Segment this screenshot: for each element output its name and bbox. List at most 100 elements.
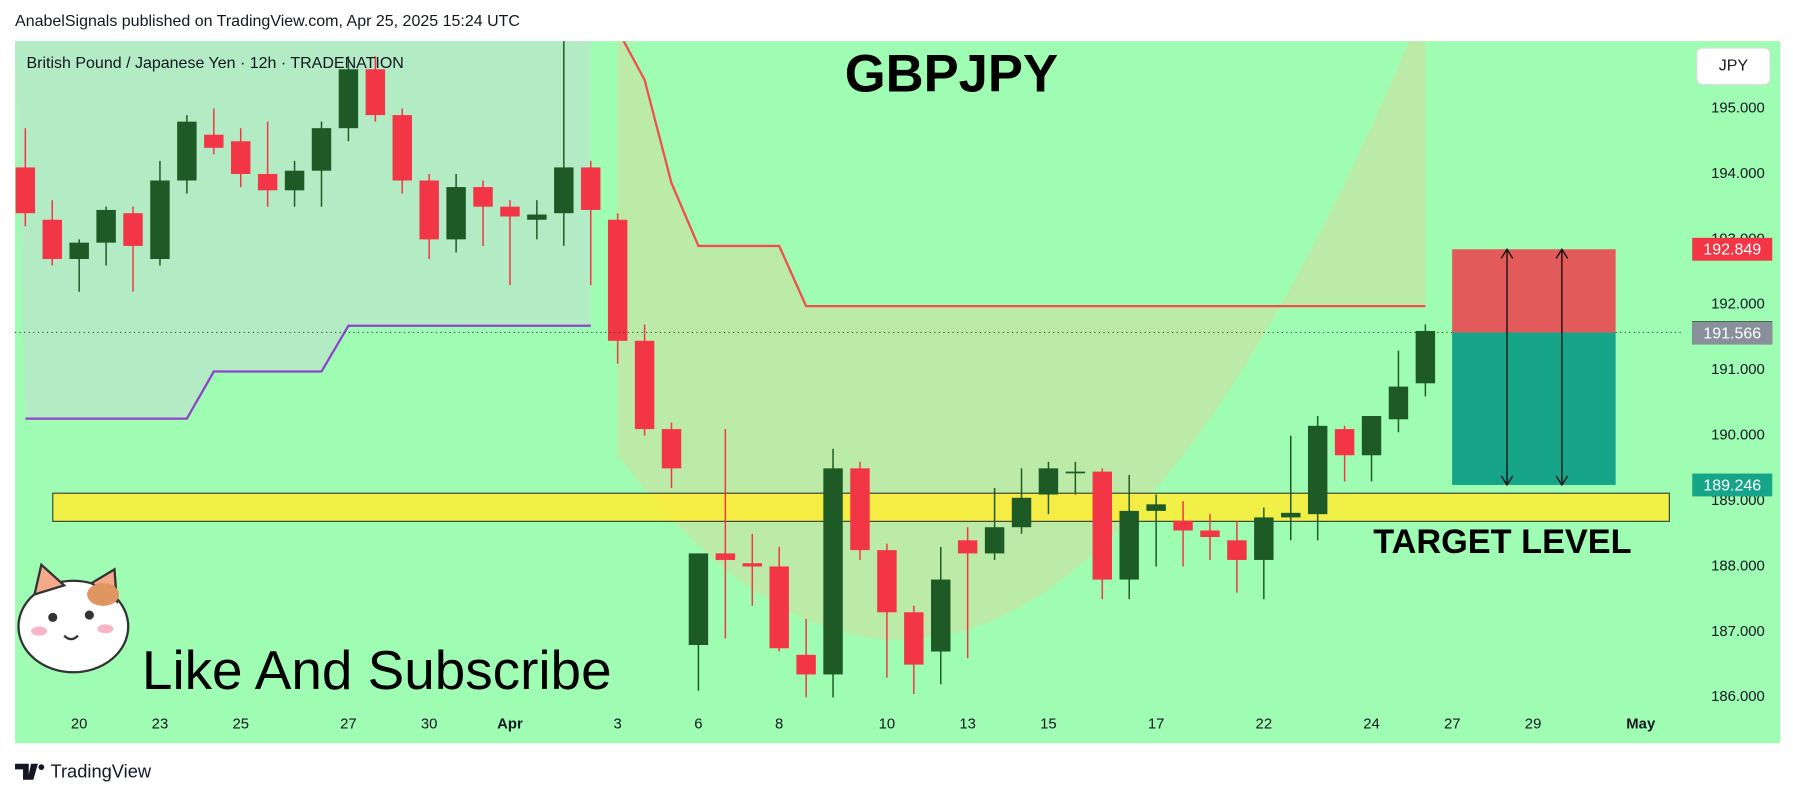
- candle-body: [1307, 425, 1328, 515]
- candle-body: [96, 209, 116, 243]
- y-tick-label: 187.000: [1711, 624, 1765, 640]
- cat-sticker: [17, 562, 130, 674]
- y-tick-label: 186.000: [1711, 689, 1765, 705]
- candle-body: [957, 540, 978, 554]
- x-tick-label: 23: [152, 717, 169, 733]
- candle-body: [1011, 497, 1032, 528]
- footer: TradingView: [50, 761, 151, 782]
- candle-body: [392, 115, 412, 181]
- tv-logo: [15, 763, 45, 780]
- candle-body: [796, 654, 816, 675]
- candle-body: [688, 553, 709, 645]
- overlay: 186.000 187.000 188.000 189.000 190.000 191.0…: [71, 100, 1773, 733]
- candle-body: [500, 206, 520, 217]
- currency: JPY: [1719, 58, 1749, 75]
- candle-body: [661, 429, 682, 469]
- candle-body: [1334, 429, 1355, 456]
- candle-body: [419, 180, 439, 240]
- candle-body: [904, 612, 924, 665]
- candle-body: [715, 553, 736, 560]
- x-tick-label: 22: [1256, 717, 1273, 733]
- x-tick-label: 20: [71, 717, 88, 733]
- y-tick-label: 188.000: [1711, 558, 1765, 574]
- candle-body: [1227, 540, 1247, 560]
- arrow-head: [1500, 247, 1514, 487]
- stop-zone: [1452, 249, 1616, 333]
- x-tick-label: 25: [232, 717, 249, 733]
- candle-body: [769, 566, 789, 649]
- promo-text: Like And Subscribe: [142, 639, 612, 701]
- candle-body: [1388, 386, 1409, 420]
- candle-body: [473, 187, 493, 207]
- candle-body: [823, 468, 843, 675]
- y-tick-label: 194.000: [1711, 166, 1765, 182]
- candle-body: [446, 187, 466, 240]
- candle-body: [177, 121, 197, 181]
- candle-body: [1361, 416, 1382, 456]
- candle-body: [150, 180, 170, 260]
- candle-body: [1092, 471, 1113, 580]
- candle-body: [338, 69, 359, 129]
- symbol-info: British Pound / Japanese Yen · 12h · TRA…: [26, 55, 403, 72]
- price-tag-label: 189.246: [1703, 477, 1761, 494]
- candle-body: [527, 214, 547, 220]
- y-tick-label: 189.000: [1711, 493, 1765, 509]
- candle-body: [69, 242, 89, 260]
- x-tick-label: 10: [879, 717, 896, 733]
- candle-body: [1038, 468, 1059, 495]
- price-tag-label: 192.849: [1703, 242, 1761, 259]
- zone-label: TARGET LEVEL: [1373, 523, 1631, 561]
- candle-body: [284, 170, 305, 191]
- y-tick-label: 191.000: [1711, 362, 1765, 378]
- x-tick-label: 13: [959, 717, 976, 733]
- candle-body: [877, 550, 897, 613]
- candle-body: [1065, 471, 1086, 474]
- x-tick-label: 27: [1444, 717, 1461, 733]
- candle-body: [850, 468, 870, 551]
- lower-band: [25, 324, 591, 420]
- price-tag-label: 191.566: [1703, 326, 1761, 343]
- y-tick-label: 190.000: [1711, 428, 1765, 444]
- x-tick-label: May: [1626, 717, 1656, 733]
- candle-body: [1281, 512, 1301, 518]
- candle-body: [15, 167, 36, 214]
- candle-body: [257, 173, 278, 191]
- candle-body: [311, 128, 332, 171]
- x-tick-label: 8: [775, 717, 783, 733]
- candle-body: [365, 69, 386, 116]
- upper-band: [622, 41, 1426, 308]
- candle-body: [554, 167, 574, 214]
- candle-body: [931, 579, 951, 652]
- x-tick-label: 27: [340, 717, 357, 733]
- candle-body: [123, 213, 143, 246]
- x-tick-label: 17: [1148, 717, 1165, 733]
- candle-body: [1415, 330, 1436, 384]
- x-tick-label: 24: [1363, 717, 1380, 733]
- x-tick-label: Apr: [497, 717, 523, 733]
- y-tick-label: 192.000: [1711, 297, 1765, 313]
- candle-body: [581, 167, 601, 210]
- candle-body: [42, 219, 62, 260]
- plot: [15, 41, 1681, 698]
- candle-body: [607, 219, 628, 341]
- candle-body: [1173, 520, 1193, 531]
- candle-body: [742, 563, 762, 567]
- price-tag: [1692, 321, 1773, 345]
- price-tag: [1692, 473, 1773, 497]
- header: AnabelSignals published on TradingView.c…: [15, 13, 520, 30]
- candle-body: [634, 340, 655, 430]
- x-tick-label: 3: [614, 717, 622, 733]
- upper-band-shade: [617, 41, 1426, 640]
- target-zone-box: [1452, 332, 1616, 485]
- currency-button[interactable]: [1696, 47, 1771, 86]
- x-tick-label: 29: [1525, 717, 1542, 733]
- x-tick-label: 6: [694, 717, 702, 733]
- candle-body: [1146, 504, 1166, 511]
- chart-title: GBPJPY: [845, 45, 1058, 104]
- x-tick-label: 15: [1040, 717, 1057, 733]
- candle-body: [1200, 530, 1220, 538]
- x-tick-label: 30: [421, 717, 438, 733]
- price-tag: [1692, 237, 1773, 261]
- y-tick-label: 195.000: [1711, 100, 1765, 116]
- candle-body: [204, 134, 224, 148]
